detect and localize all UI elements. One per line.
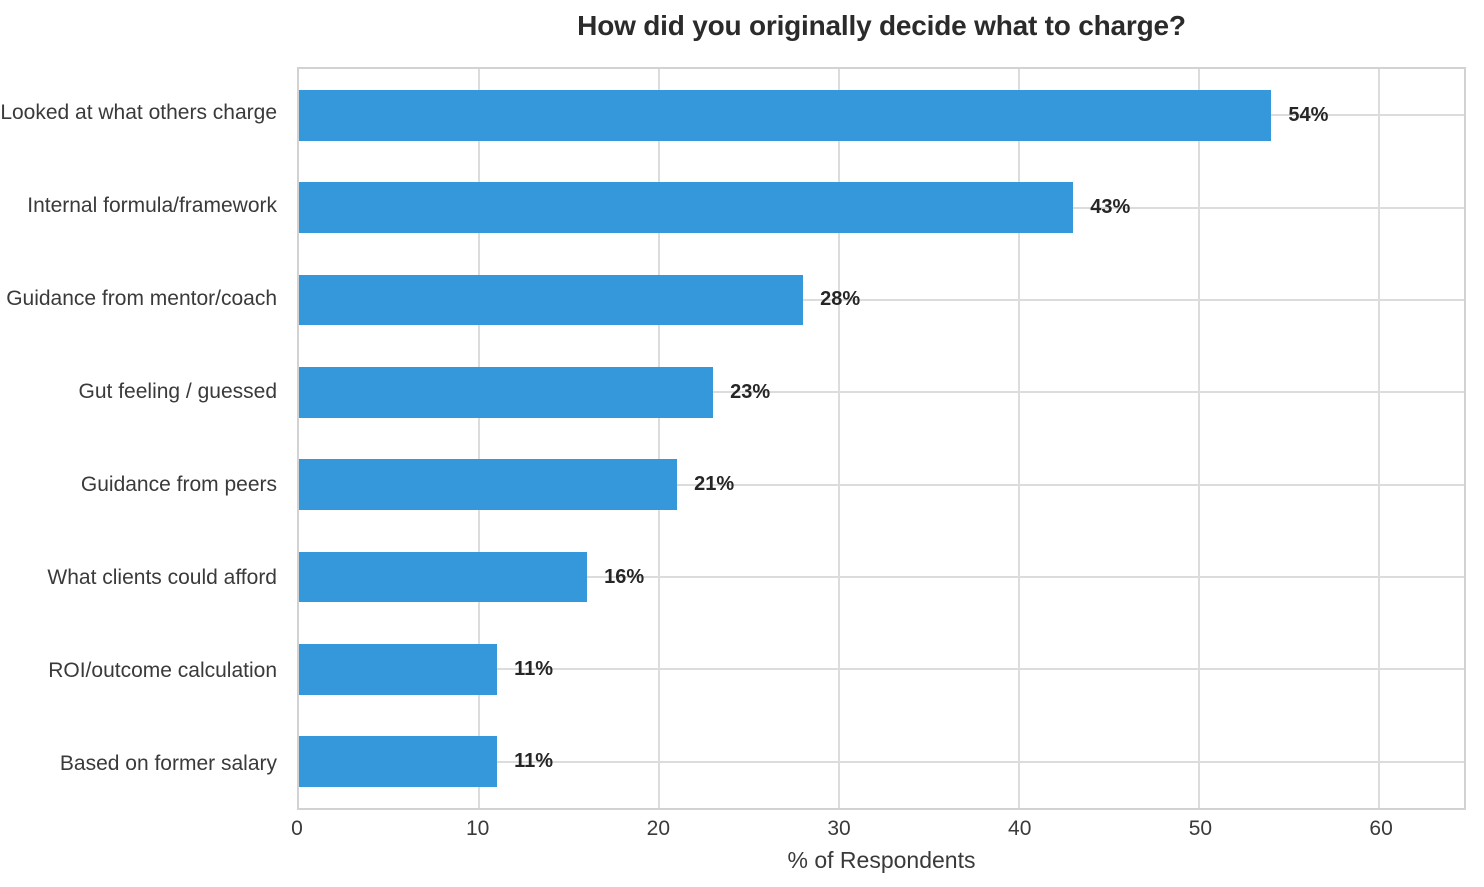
- x-tick-label: 0: [291, 817, 303, 840]
- gridline-horizontal: [299, 483, 1464, 486]
- bar: [299, 89, 1272, 141]
- y-axis-labels: Looked at what others charge Internal for…: [0, 67, 287, 810]
- category-label: Internal formula/framework: [27, 194, 277, 218]
- category-label: Guidance from mentor/coach: [6, 287, 277, 311]
- x-tick-label: 60: [1369, 817, 1393, 840]
- bar-value-label: 28%: [820, 288, 861, 311]
- gridline-vertical: [838, 69, 841, 808]
- bar: [299, 551, 588, 603]
- bar-value-label: 21%: [694, 473, 735, 496]
- gridline-horizontal: [299, 391, 1464, 394]
- bar-row: 43%: [299, 161, 1464, 253]
- bar-row: 11%: [299, 623, 1464, 715]
- plot-area: 54% 43% 28% 23% 21% 16% 11% 11%: [297, 67, 1466, 810]
- gridline-vertical: [1378, 69, 1381, 808]
- bar: [299, 459, 678, 511]
- category-label: Based on former salary: [59, 751, 277, 775]
- bar-row: 11%: [299, 716, 1464, 808]
- category-label: Looked at what others charge: [0, 101, 277, 125]
- gridline-vertical: [1018, 69, 1021, 808]
- gridline-vertical: [1198, 69, 1201, 808]
- bar: [299, 366, 714, 418]
- category-label: Gut feeling / guessed: [78, 380, 277, 404]
- bar: [299, 644, 498, 695]
- bar: [299, 182, 1074, 233]
- x-axis-tick-labels: 0 10 20 30 40 50 60: [291, 817, 1466, 843]
- bar-row: 54%: [299, 69, 1464, 161]
- gridline-vertical: [658, 69, 661, 808]
- x-tick-label: 30: [827, 817, 851, 840]
- gridline-horizontal: [299, 760, 1464, 763]
- x-tick-label: 40: [1008, 817, 1032, 840]
- bar-value-label: 16%: [604, 565, 645, 588]
- bar: [299, 736, 498, 788]
- gridline-horizontal: [299, 576, 1464, 579]
- gridline-vertical: [478, 69, 481, 808]
- bar: [299, 274, 804, 326]
- bar-value-label: 11%: [514, 750, 553, 773]
- bar-value-label: 11%: [514, 657, 553, 680]
- x-tick-label: 20: [646, 817, 671, 840]
- bar-row: 28%: [299, 254, 1464, 346]
- bar-value-label: 54%: [1288, 103, 1329, 126]
- bar-value-label: 23%: [730, 380, 771, 403]
- x-axis-label: % of Respondents: [787, 847, 976, 873]
- bar-rows: 54% 43% 28% 23% 21% 16% 11% 11%: [299, 69, 1464, 808]
- category-label: ROI/outcome calculation: [48, 658, 277, 682]
- x-tick-label: 50: [1188, 817, 1213, 840]
- category-label: Guidance from peers: [80, 472, 277, 496]
- bar-row: 16%: [299, 531, 1464, 623]
- bar-value-label: 43%: [1090, 196, 1131, 219]
- bar-row: 23%: [299, 346, 1464, 438]
- gridline-horizontal: [299, 298, 1464, 301]
- x-tick-label: 10: [465, 817, 490, 840]
- chart-title: How did you originally decide what to ch…: [577, 10, 1186, 41]
- gridline-horizontal: [299, 668, 1464, 671]
- bar-row: 21%: [299, 439, 1464, 531]
- category-label: What clients could afford: [47, 565, 277, 589]
